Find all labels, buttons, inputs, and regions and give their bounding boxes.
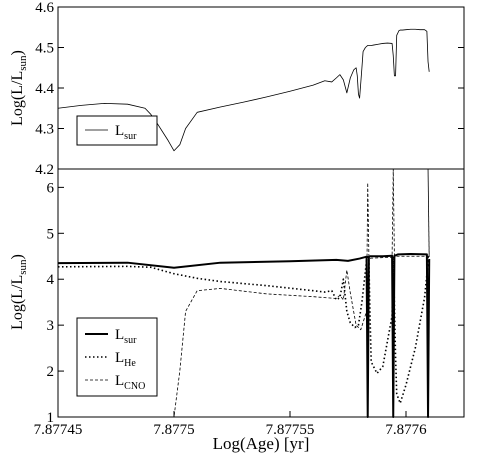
x-tick-label: 7.87745 <box>34 422 83 438</box>
x-tick-label: 7.8776 <box>385 422 427 438</box>
bottom-legend-label-lhe: LHe <box>115 350 136 369</box>
top-y-axis-label-close: ) <box>9 50 26 55</box>
x-axis-label: Log(Age) [yr] <box>213 434 310 453</box>
bottom-legend: Lsur LHe LCNO <box>76 317 158 397</box>
bottom-y-axis-label-sub: sun <box>17 259 29 275</box>
top-y-axis-label-main: Log(L/L <box>9 71 26 126</box>
top-legend-label-lsur-sub: sur <box>124 131 137 142</box>
x-tick-label: 7.87755 <box>266 422 315 438</box>
bottom-y-tick-label: 6 <box>47 180 55 196</box>
bottom-y-tick-label: 5 <box>47 226 55 242</box>
bottom-legend-label-lcno: LCNO <box>115 373 145 392</box>
bottom-y-axis-label-close: ) <box>9 254 26 259</box>
top-legend-box <box>76 115 158 146</box>
bottom-series-lhe <box>57 255 430 405</box>
top-y-tick-label: 4.3 <box>35 122 54 138</box>
bottom-legend-label-lhe-main: L <box>115 350 124 366</box>
bottom-series-group <box>57 168 431 418</box>
x-tick-label: 7.8775 <box>153 422 194 438</box>
bottom-y-axis-label: Log(L/Lsun) <box>9 254 29 330</box>
bottom-panel: 1 2 3 4 5 6 7.87745 7.8775 7.87755 7.8776 Log(L/… <box>9 168 465 453</box>
top-y-axis-label-sub: sun <box>17 55 29 71</box>
top-series-lsur <box>57 28 430 152</box>
bottom-legend-label-lsur: Lsur <box>115 327 137 346</box>
bottom-y-tick-label: 3 <box>47 318 55 334</box>
top-legend: Lsur <box>76 115 158 146</box>
bottom-x-ticks: 7.87745 7.8775 7.87755 7.8776 <box>34 411 427 438</box>
bottom-y-axis-label-main: Log(L/L <box>9 275 26 330</box>
bottom-y-tick-label: 2 <box>47 364 55 380</box>
top-y-tick-label: 4.5 <box>35 41 54 57</box>
top-y-tick-label: 4.4 <box>35 81 54 97</box>
top-legend-label-lsur: Lsur <box>115 123 137 142</box>
bottom-y-tick-label: 4 <box>47 272 55 288</box>
bottom-y-ticks: 1 2 3 4 5 6 <box>47 180 464 426</box>
top-y-tick-label: 4.6 <box>35 0 54 16</box>
bottom-legend-label-lcno-sub: CNO <box>124 381 145 392</box>
top-y-tick-label: 4.2 <box>35 162 54 178</box>
bottom-panel-frame <box>57 168 465 418</box>
top-panel: 4.2 4.3 4.4 4.5 4.6 Log(L/Lsun) Lsur <box>9 0 465 178</box>
bottom-legend-label-lsur-main: L <box>115 327 124 343</box>
top-legend-label-lsur-main: L <box>115 123 124 139</box>
top-y-ticks: 4.2 4.3 4.4 4.5 4.6 <box>35 0 464 178</box>
bottom-legend-label-lcno-main: L <box>115 373 124 389</box>
bottom-series-lcno <box>150 168 430 418</box>
bottom-y-tick-label: 1 <box>47 410 55 426</box>
top-y-axis-label: Log(L/Lsun) <box>9 50 29 126</box>
top-series-group <box>57 28 430 152</box>
bottom-legend-label-lhe-sub: He <box>124 358 136 369</box>
bottom-legend-label-lsur-sub: sur <box>124 335 137 346</box>
bottom-series-lsur <box>57 252 431 418</box>
